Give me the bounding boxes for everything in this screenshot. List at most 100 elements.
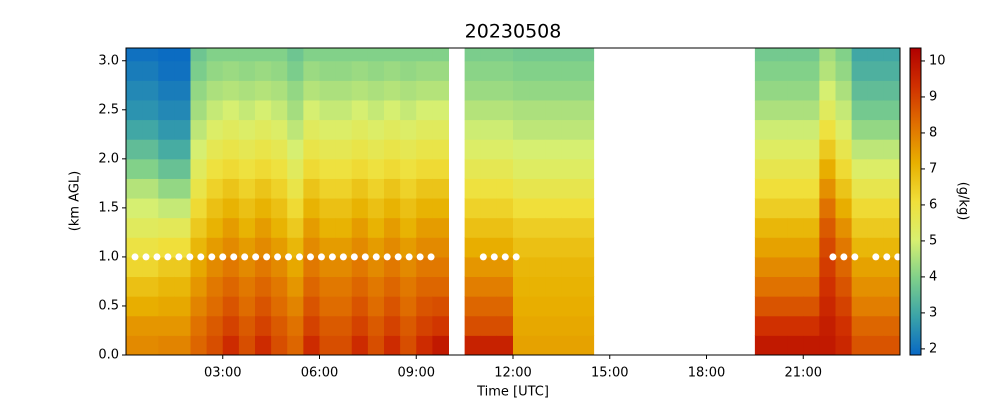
heatmap-cell [803,158,820,179]
x-tick-label: 15:00 [591,366,628,381]
marker-dot [394,253,402,261]
colorbar-tick-label: 7 [929,161,937,176]
heatmap-cell [158,276,175,297]
heatmap-cell [577,60,595,81]
heatmap-cell [271,296,288,317]
heatmap-cell [513,158,530,179]
heatmap-cell [126,139,143,160]
marker-dot [296,253,304,261]
heatmap-cell [787,139,804,160]
heatmap-cell [416,119,433,140]
heatmap-cell [335,217,353,238]
heatmap-cell [787,198,804,219]
heatmap [126,48,900,355]
heatmap-cell [335,158,353,179]
heatmap-cell [835,315,853,336]
heatmap-cell [222,99,240,121]
heatmap-cell [480,335,498,355]
heatmap-cell [464,178,482,199]
heatmap-cell [867,335,885,355]
heatmap-cell [400,48,417,62]
heatmap-cell [367,99,385,121]
heatmap-cell [158,139,175,160]
colorbar-tick-label: 2 [929,341,937,356]
heatmap-cell [335,119,353,140]
heatmap-cell [255,178,272,199]
marker-dot [490,253,498,261]
heatmap-cell [255,296,272,317]
heatmap-cell [496,99,514,121]
heatmap-cell [238,296,256,317]
y-tick-label: 2.0 [98,151,119,166]
heatmap-cell [319,178,337,199]
heatmap-cell [384,256,401,278]
heatmap-cell [771,296,788,317]
heatmap-cell [803,119,820,140]
heatmap-cell [255,80,272,101]
heatmap-cell [803,48,820,62]
heatmap-cell [319,217,337,238]
heatmap-cell [803,296,820,317]
heatmap-cell [416,139,433,160]
heatmap-cell [480,276,498,297]
heatmap-cell [255,99,272,121]
heatmap-cell [787,256,804,278]
heatmap-cell [545,80,562,101]
heatmap-cell [754,99,772,121]
heatmap-cell [432,60,449,81]
heatmap-cell [561,119,578,140]
marker-dot [383,253,391,261]
y-tick-label: 3.0 [98,53,119,68]
x-tick-label: 18:00 [688,366,725,381]
heatmap-cell [771,237,788,258]
heatmap-cell [174,237,191,258]
heatmap-cell [819,80,836,101]
marker-dot [851,253,859,261]
heatmap-cell [174,60,191,81]
heatmap-cell [126,198,143,219]
heatmap-cell [883,296,900,317]
heatmap-cell [867,276,885,297]
heatmap-cell [496,198,514,219]
marker-dot [350,253,358,261]
heatmap-cell [529,119,546,140]
heatmap-cell [416,296,433,317]
heatmap-cell [867,158,885,179]
heatmap-cell [771,198,788,219]
heatmap-cell [835,256,853,278]
heatmap-cell [416,217,433,238]
heatmap-cell [480,60,498,81]
heatmap-cell [835,60,853,81]
heatmap-cell [416,237,433,258]
heatmap-cell [819,139,836,160]
heatmap-cell [287,178,304,199]
heatmap-cell [287,315,304,336]
heatmap-cell [142,315,159,336]
heatmap-cell [545,99,562,121]
heatmap-cell [464,237,482,258]
heatmap-cell [577,315,595,336]
marker-dot [883,253,891,261]
heatmap-cell [367,315,385,336]
heatmap-cell [867,256,885,278]
heatmap-cell [174,178,191,199]
heatmap-cell [222,276,240,297]
heatmap-cell [835,178,853,199]
heatmap-cell [384,276,401,297]
heatmap-cell [271,158,288,179]
heatmap-cell [335,80,353,101]
heatmap-cell [529,217,546,238]
heatmap-cell [513,237,530,258]
heatmap-cell [513,99,530,121]
heatmap-cell [287,99,304,121]
heatmap-cell [142,48,159,62]
heatmap-cell [158,60,175,81]
heatmap-cell [835,99,853,121]
heatmap-cell [351,99,369,121]
heatmap-cell [255,315,272,336]
heatmap-cell [464,276,482,297]
y-tick-label: 0.5 [98,298,119,313]
heatmap-cell [351,237,369,258]
heatmap-cell [416,178,433,199]
heatmap-cell [883,80,900,101]
